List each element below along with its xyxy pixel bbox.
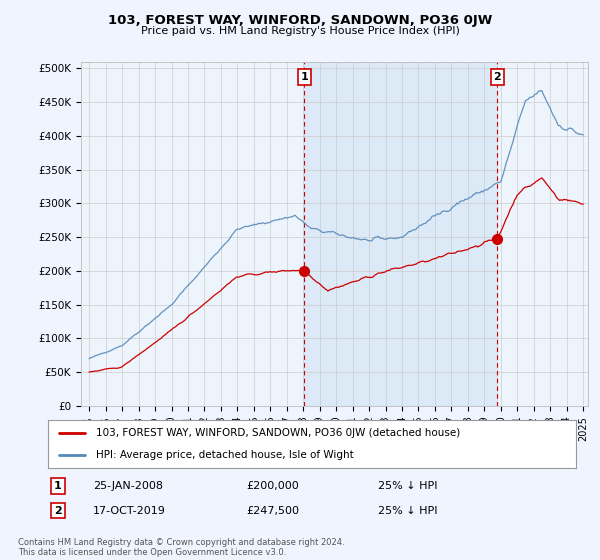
Text: HPI: Average price, detached house, Isle of Wight: HPI: Average price, detached house, Isle… [95, 450, 353, 460]
Text: £200,000: £200,000 [246, 481, 299, 491]
Text: 103, FOREST WAY, WINFORD, SANDOWN, PO36 0JW: 103, FOREST WAY, WINFORD, SANDOWN, PO36 … [108, 14, 492, 27]
Text: £247,500: £247,500 [246, 506, 299, 516]
Text: 1: 1 [301, 72, 308, 82]
Text: 103, FOREST WAY, WINFORD, SANDOWN, PO36 0JW (detached house): 103, FOREST WAY, WINFORD, SANDOWN, PO36 … [95, 428, 460, 438]
Text: 25% ↓ HPI: 25% ↓ HPI [378, 506, 437, 516]
Text: 17-OCT-2019: 17-OCT-2019 [93, 506, 166, 516]
Text: 25% ↓ HPI: 25% ↓ HPI [378, 481, 437, 491]
Text: Price paid vs. HM Land Registry's House Price Index (HPI): Price paid vs. HM Land Registry's House … [140, 26, 460, 36]
Text: 25-JAN-2008: 25-JAN-2008 [93, 481, 163, 491]
Bar [304, 62, 497, 406]
Text: 1: 1 [54, 481, 62, 491]
Text: 2: 2 [54, 506, 62, 516]
Text: Contains HM Land Registry data © Crown copyright and database right 2024.
This d: Contains HM Land Registry data © Crown c… [18, 538, 344, 557]
Text: 2: 2 [493, 72, 501, 82]
